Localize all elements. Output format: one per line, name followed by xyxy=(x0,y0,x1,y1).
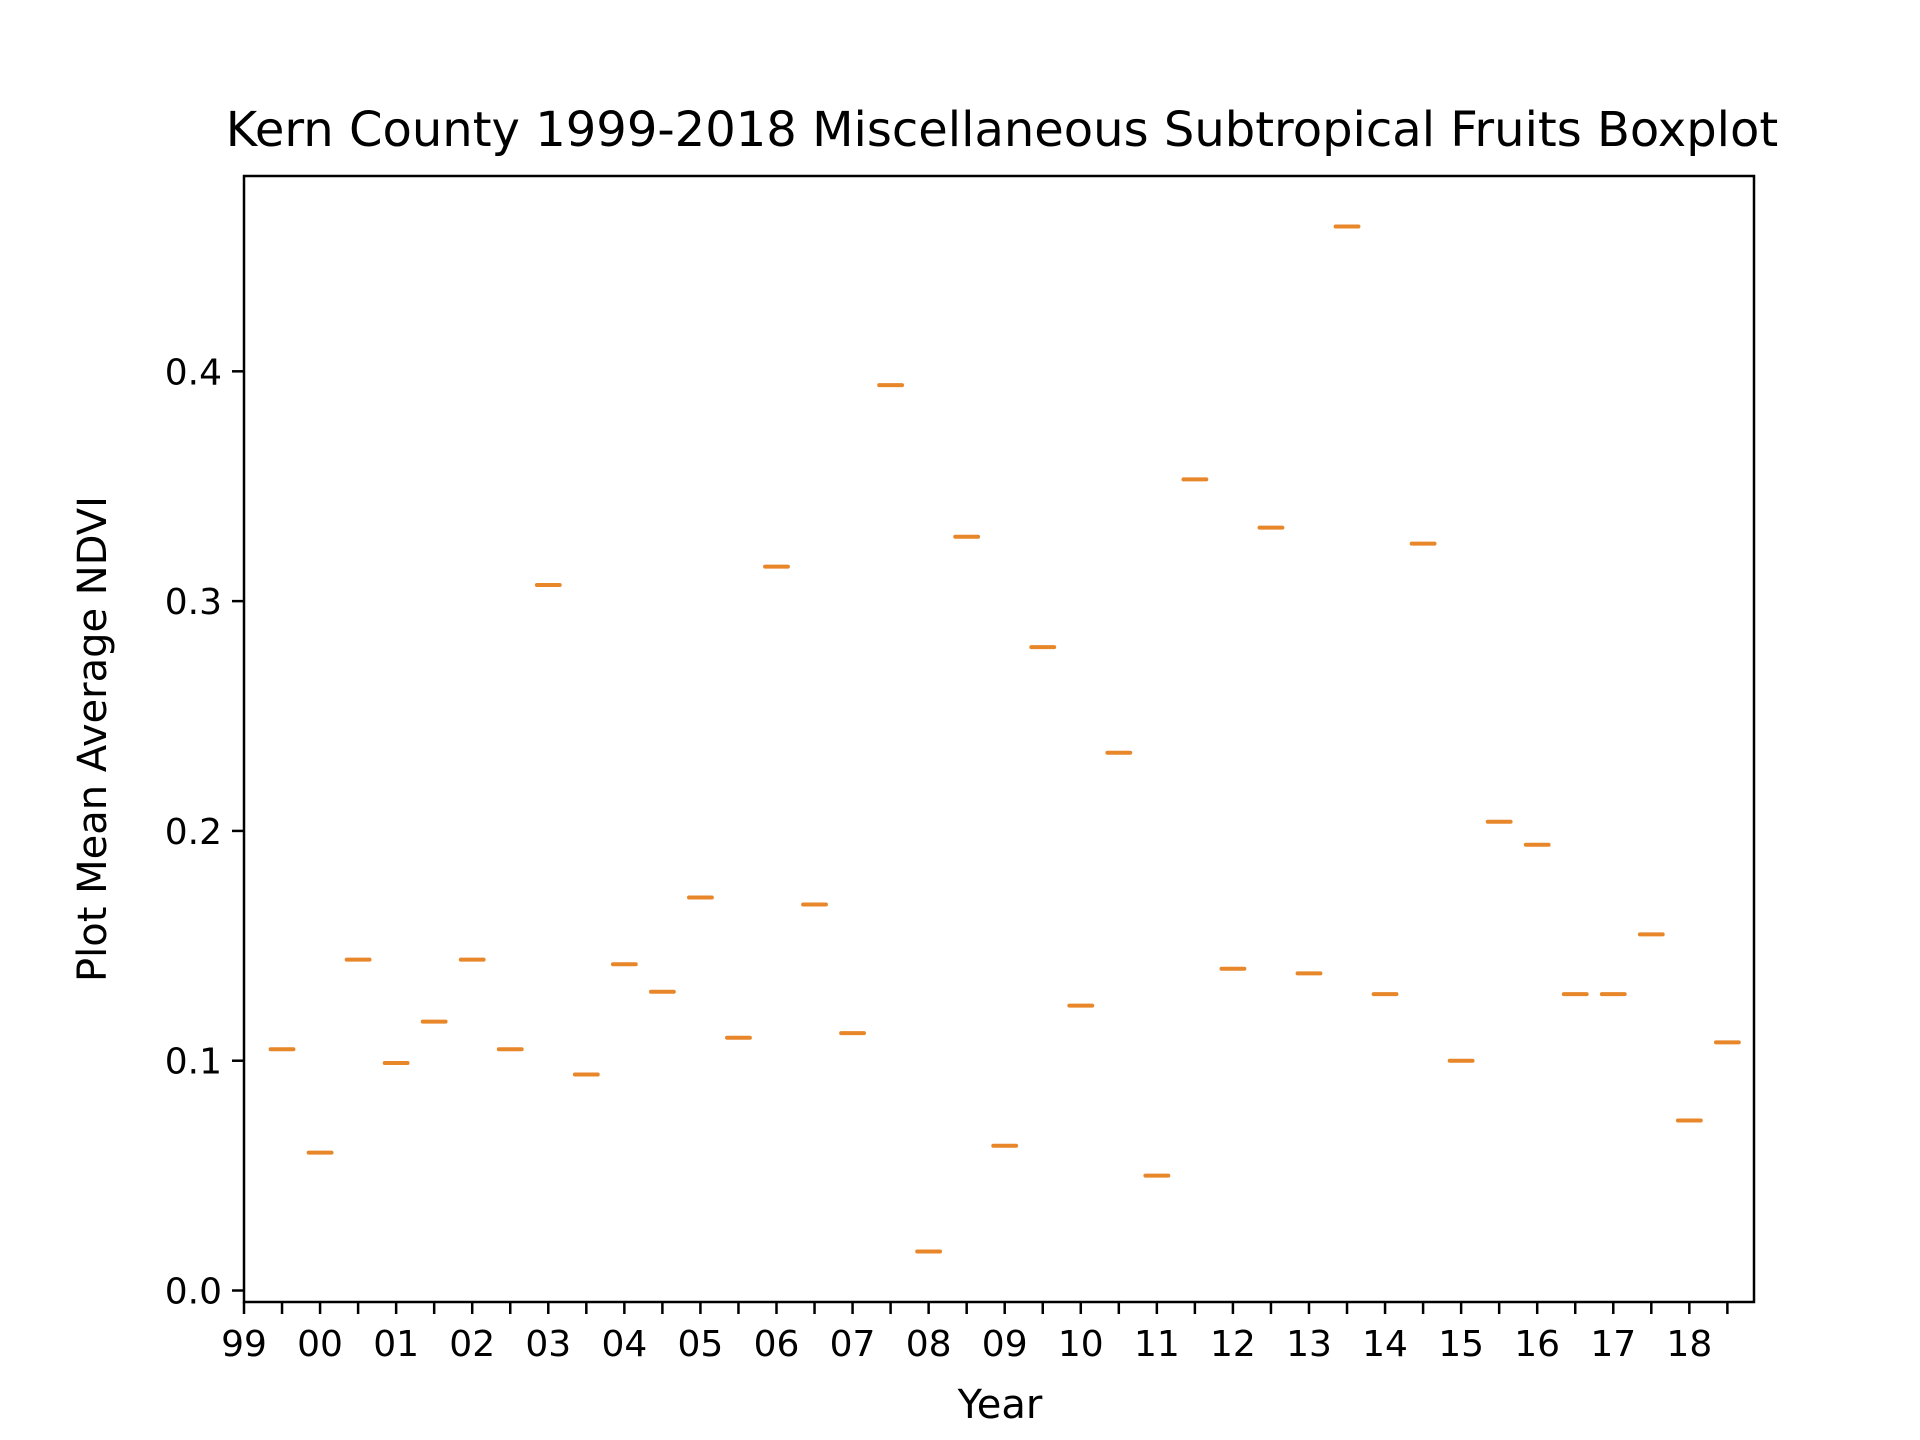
x-tick-label: 03 xyxy=(525,1324,571,1365)
x-tick-label: 14 xyxy=(1362,1324,1408,1365)
x-tick-label: 07 xyxy=(830,1324,876,1365)
x-tick-label: 15 xyxy=(1438,1324,1484,1365)
x-tick-label: 04 xyxy=(601,1324,647,1365)
x-tick-label: 05 xyxy=(678,1324,724,1365)
x-axis-label: Year xyxy=(957,1382,1043,1428)
x-tick-label: 08 xyxy=(906,1324,952,1365)
x-tick-label: 17 xyxy=(1590,1324,1636,1365)
y-axis-label: Plot Mean Average NDVI xyxy=(70,496,116,982)
x-tick-label: 10 xyxy=(1058,1324,1104,1365)
x-tick-label: 06 xyxy=(754,1324,800,1365)
plot-frame xyxy=(242,174,1756,1304)
x-tick-label: 02 xyxy=(449,1324,495,1365)
x-tick-label: 11 xyxy=(1134,1324,1180,1365)
x-tick-label: 12 xyxy=(1210,1324,1256,1365)
x-tick-label: 09 xyxy=(982,1324,1028,1365)
axis-ticks: 0.0 0.1 0.2 0.3 0.4 99 00 01 02 03 04 05 06 07 08 09 10 1… xyxy=(165,352,1729,1365)
x-tick-label: 13 xyxy=(1286,1324,1332,1365)
x-tick-label: 16 xyxy=(1514,1324,1560,1365)
x-tick-label: 00 xyxy=(297,1324,343,1365)
x-tick-label: 01 xyxy=(373,1324,419,1365)
y-tick-label: 0.1 xyxy=(165,1042,222,1083)
y-tick-label: 0.2 xyxy=(165,812,222,853)
median-marks xyxy=(268,224,1741,1254)
y-tick-label: 0.3 xyxy=(165,582,222,623)
chart-title: Kern County 1999-2018 Miscellaneous Subt… xyxy=(226,102,1778,158)
y-tick-label: 0.4 xyxy=(165,352,222,393)
x-tick-label: 18 xyxy=(1666,1324,1712,1365)
x-tick-label: 99 xyxy=(221,1324,267,1365)
y-tick-label: 0.0 xyxy=(165,1272,222,1313)
